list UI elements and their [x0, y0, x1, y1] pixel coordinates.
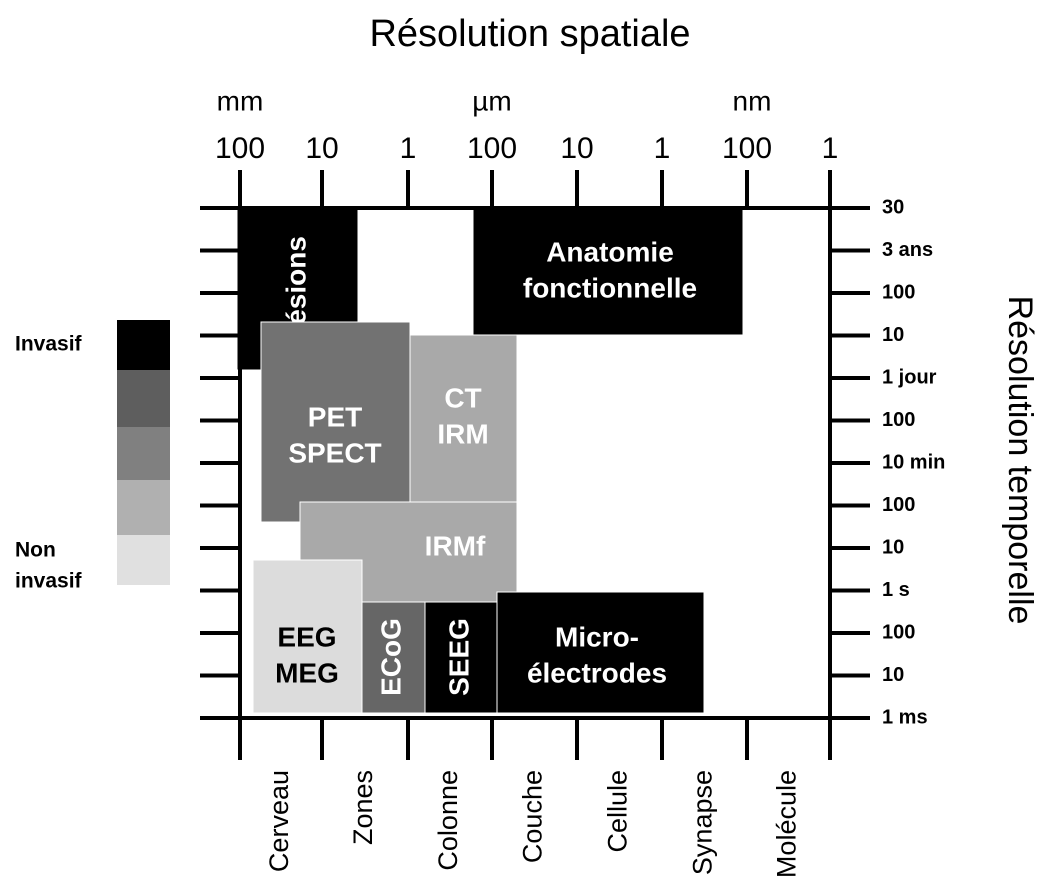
- right-tick-label: 10: [882, 664, 904, 686]
- box: [260, 321, 411, 523]
- box-label: Anatomie: [546, 236, 674, 267]
- right-tick-label: 10: [882, 324, 904, 346]
- box: [252, 559, 363, 714]
- right-tick-label: 1 s: [882, 579, 910, 601]
- box-label: CT: [444, 382, 481, 413]
- right-tick-label: 3 ans: [882, 239, 933, 261]
- bottom-label: Cellule: [603, 770, 633, 853]
- box-label: ECoG: [375, 618, 406, 696]
- legend-swatch: [117, 370, 170, 427]
- box-label: MEG: [275, 657, 339, 688]
- top-tick-label: 1: [400, 132, 417, 165]
- box-label: EEG: [277, 621, 336, 652]
- bottom-label: Cerveau: [264, 770, 294, 872]
- top-tick-label: 10: [560, 132, 593, 165]
- right-tick-label: 30: [882, 196, 904, 218]
- box-label: SEEG: [443, 618, 474, 696]
- right-tick-label: 10: [882, 536, 904, 558]
- bottom-label: Molécule: [772, 770, 802, 878]
- legend-swatch: [117, 427, 170, 480]
- box-label: Micro-: [555, 621, 639, 652]
- top-tick-label: 100: [467, 132, 517, 165]
- legend-top: Invasif: [15, 333, 83, 356]
- top-tick-label: 10: [305, 132, 338, 165]
- top-tick-label: 1: [654, 132, 671, 165]
- right-title: Résolution temporelle: [1001, 296, 1039, 625]
- bottom-label: Couche: [518, 770, 548, 863]
- right-tick-label: 10 min: [882, 451, 945, 473]
- right-tick-label: 100: [882, 621, 915, 643]
- legend-swatch: [117, 535, 170, 585]
- box-label: IRMf: [425, 530, 486, 561]
- box-label: SPECT: [288, 437, 381, 468]
- right-tick-label: 100: [882, 281, 915, 303]
- right-tick-label: 1 ms: [882, 706, 928, 728]
- legend-bottom: invasif: [15, 570, 83, 593]
- top-tick-label: 100: [215, 132, 265, 165]
- title: Résolution spatiale: [369, 13, 690, 55]
- unit-label: mm: [217, 85, 264, 116]
- box: [424, 601, 498, 714]
- right-tick-label: 100: [882, 494, 915, 516]
- box-label: électrodes: [527, 657, 667, 688]
- unit-label: nm: [733, 85, 772, 116]
- legend-swatch: [117, 480, 170, 535]
- box-label: fonctionnelle: [523, 272, 697, 303]
- top-tick-label: 1: [822, 132, 839, 165]
- unit-label: µm: [472, 85, 511, 116]
- legend-swatch: [117, 320, 170, 370]
- bottom-label: Zones: [348, 770, 378, 845]
- right-tick-label: 1 jour: [882, 366, 937, 388]
- top-tick-label: 100: [722, 132, 772, 165]
- bottom-label: Colonne: [433, 770, 463, 871]
- box-label: PET: [308, 401, 362, 432]
- legend-bottom: Non: [15, 539, 56, 562]
- box: [409, 334, 518, 503]
- box-label: IRM: [437, 418, 488, 449]
- bottom-label: Synapse: [688, 770, 718, 875]
- box: [496, 591, 705, 714]
- box: [361, 601, 426, 714]
- right-tick-label: 100: [882, 409, 915, 431]
